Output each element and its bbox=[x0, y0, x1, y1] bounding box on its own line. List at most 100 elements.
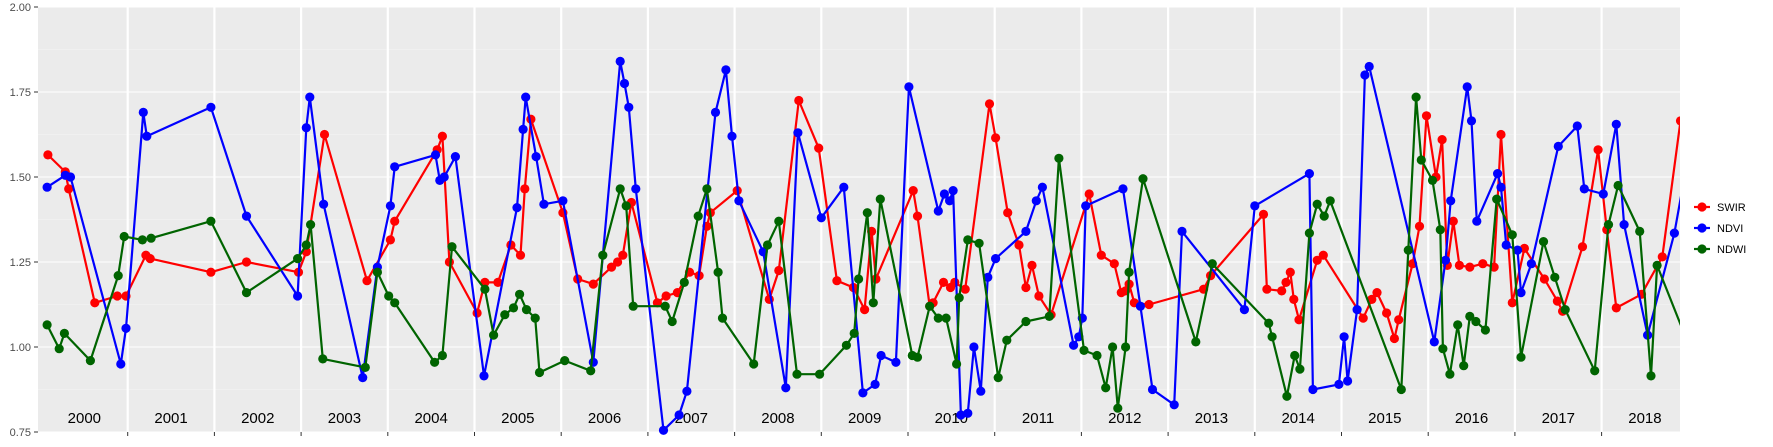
legend-key-swir bbox=[1697, 202, 1706, 211]
swir-point bbox=[1578, 242, 1587, 251]
swir-point bbox=[1034, 291, 1043, 300]
swir-point bbox=[516, 251, 525, 260]
ndwi-point bbox=[1445, 370, 1454, 379]
ndvi-point bbox=[991, 254, 1000, 263]
ndvi-point bbox=[1081, 201, 1090, 210]
ndvi-point bbox=[682, 387, 691, 396]
swir-point bbox=[1415, 222, 1424, 231]
ndvi-point bbox=[871, 380, 880, 389]
ndvi-point bbox=[1758, 422, 1767, 431]
ndvi-point bbox=[1493, 169, 1502, 178]
ndvi-point bbox=[734, 196, 743, 205]
ndvi-point bbox=[1446, 196, 1455, 205]
swir-point bbox=[913, 212, 922, 221]
ndvi-point bbox=[1069, 341, 1078, 350]
ndwi-point bbox=[661, 302, 670, 311]
ndvi-point bbox=[877, 351, 886, 360]
ndwi-point bbox=[438, 351, 447, 360]
year-label: 2004 bbox=[414, 410, 447, 427]
legend-label-ndwi: NDWI bbox=[1717, 244, 1746, 256]
ndvi-point bbox=[558, 196, 567, 205]
ndwi-point bbox=[850, 329, 859, 338]
y-tick-label: 1.25 bbox=[10, 257, 31, 269]
swir-point bbox=[1455, 261, 1464, 270]
swir-point bbox=[1003, 208, 1012, 217]
ndvi-point bbox=[142, 132, 151, 141]
swir-point bbox=[950, 278, 959, 287]
swir-point bbox=[1085, 189, 1094, 198]
y-axis: 0.751.001.251.501.752.00 bbox=[10, 2, 38, 439]
ndwi-point bbox=[1492, 195, 1501, 204]
ndwi-point bbox=[560, 356, 569, 365]
year-label: 2018 bbox=[1628, 410, 1661, 427]
swir-point bbox=[1394, 315, 1403, 324]
ndvi-point bbox=[319, 200, 328, 209]
swir-point bbox=[1478, 259, 1487, 268]
ndwi-point bbox=[318, 354, 327, 363]
swir-point bbox=[1277, 286, 1286, 295]
ndwi-point bbox=[1305, 229, 1314, 238]
ndvi-point bbox=[711, 108, 720, 117]
swir-point bbox=[618, 251, 627, 260]
swir-point bbox=[1721, 288, 1730, 297]
ndwi-point bbox=[975, 239, 984, 248]
swir-point bbox=[1676, 116, 1685, 125]
ndvi-point bbox=[659, 426, 668, 435]
legend-label-swir: SWIR bbox=[1717, 202, 1746, 214]
swir-point bbox=[520, 184, 529, 193]
ndwi-point bbox=[302, 240, 311, 249]
ndwi-point bbox=[702, 184, 711, 193]
ndwi-point bbox=[1550, 273, 1559, 282]
ndwi-point bbox=[1646, 371, 1655, 380]
ndvi-point bbox=[631, 184, 640, 193]
year-label: 2001 bbox=[154, 410, 187, 427]
ndvi-point bbox=[817, 213, 826, 222]
swir-point bbox=[1438, 135, 1447, 144]
ndwi-point bbox=[586, 366, 595, 375]
ndvi-point bbox=[1334, 380, 1343, 389]
ndvi-point bbox=[949, 186, 958, 195]
ndvi-point bbox=[440, 172, 449, 181]
legend-label-ndvi: NDVI bbox=[1717, 223, 1743, 235]
ndwi-point bbox=[1125, 268, 1134, 277]
ndvi-point bbox=[934, 206, 943, 215]
swir-point bbox=[832, 276, 841, 285]
swir-point bbox=[362, 276, 371, 285]
swir-point bbox=[589, 280, 598, 289]
ndvi-point bbox=[793, 128, 802, 137]
swir-point bbox=[1685, 81, 1694, 90]
ndwi-point bbox=[509, 303, 518, 312]
ndwi-point bbox=[1459, 361, 1468, 370]
ndvi-point bbox=[781, 383, 790, 392]
y-tick-label: 0.75 bbox=[10, 427, 31, 439]
ndwi-point bbox=[1747, 399, 1756, 408]
ndvi-point bbox=[1365, 62, 1374, 71]
ndvi-point bbox=[66, 172, 75, 181]
ndwi-point bbox=[1481, 325, 1490, 334]
swir-point bbox=[1021, 283, 1030, 292]
legend-key-ndwi bbox=[1697, 244, 1706, 253]
ndvi-point bbox=[479, 371, 488, 380]
swir-point bbox=[1359, 314, 1368, 323]
swir-point bbox=[1422, 111, 1431, 120]
ndwi-point bbox=[863, 208, 872, 217]
ndwi-point bbox=[718, 314, 727, 323]
ndvi-point bbox=[1021, 227, 1030, 236]
ndvi-point bbox=[242, 212, 251, 221]
swir-point bbox=[43, 150, 52, 159]
ndwi-point bbox=[942, 314, 951, 323]
swir-point bbox=[390, 217, 399, 226]
ndvi-point bbox=[976, 387, 985, 396]
ndvi-point bbox=[727, 132, 736, 141]
ndvi-point bbox=[521, 93, 530, 102]
swir-point bbox=[814, 144, 823, 153]
ndwi-point bbox=[694, 212, 703, 221]
ndvi-point bbox=[1580, 184, 1589, 193]
swir-point bbox=[206, 268, 215, 277]
swir-point bbox=[1711, 273, 1720, 282]
ndwi-point bbox=[1108, 342, 1117, 351]
swir-point bbox=[320, 130, 329, 139]
ndwi-point bbox=[480, 285, 489, 294]
swir-point bbox=[1594, 145, 1603, 154]
